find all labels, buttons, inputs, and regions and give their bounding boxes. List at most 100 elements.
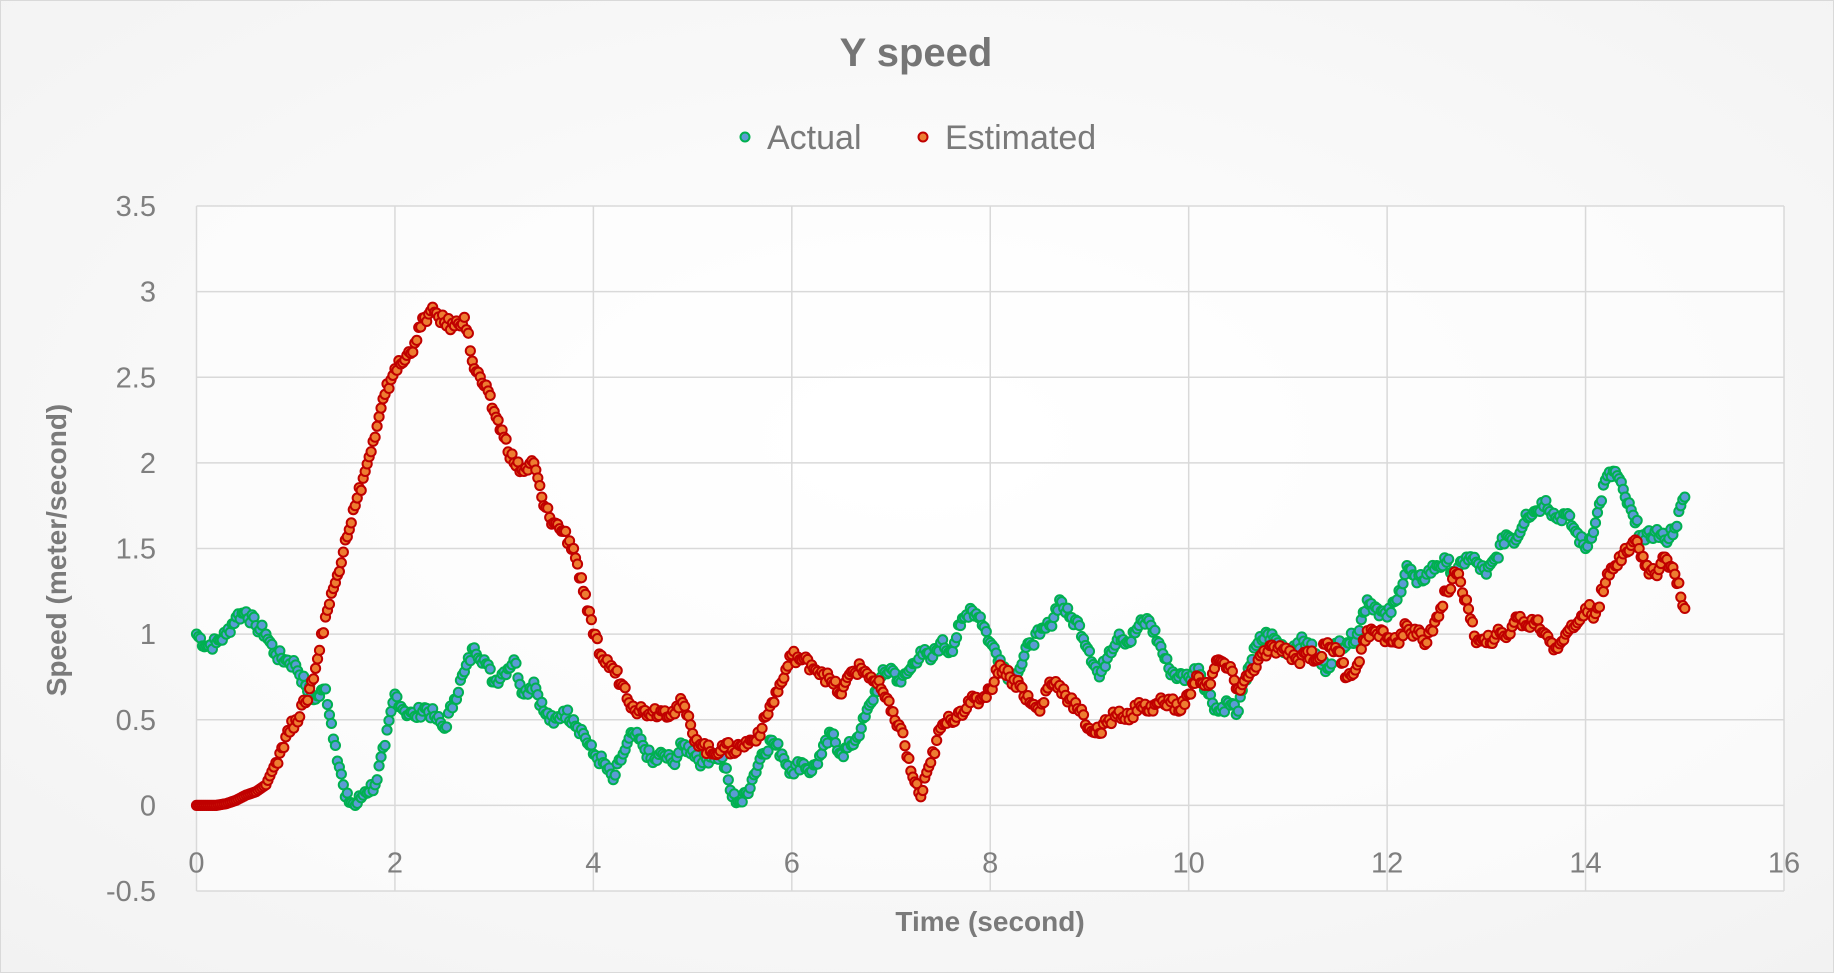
data-point-interp [1587,526,1600,539]
data-point-interp [1437,600,1449,612]
data-point [329,739,342,752]
data-point-interp [335,557,347,569]
data-point [1073,619,1086,632]
data-point-interp [571,558,584,570]
data-point-interp [294,711,306,723]
legend-item-estimated[interactable]: Estimated [917,119,1097,157]
data-point-interp [1185,688,1197,700]
data-point-interp [1631,514,1643,527]
data-point-interp [561,704,574,716]
x-axis-title: Time (second) [895,906,1084,937]
data-point-interp [266,638,278,650]
data-point-interp [1226,665,1238,677]
data-point-interp [1445,583,1457,595]
data-point-interp [768,696,780,708]
data-point-interp [1591,507,1604,519]
data-point-interp [510,657,522,669]
data-point-interp [321,698,334,711]
data-point-interp [579,588,592,600]
data-point-interp [1427,625,1439,637]
data-point-interp [313,644,326,656]
data-point-interp [536,696,548,708]
y-tick-label: 0 [140,790,156,822]
data-point [567,542,580,555]
legend-item-actual[interactable]: Actual [739,119,862,157]
x-tick-label: 6 [784,847,800,879]
legend-label-actual: Actual [767,119,862,157]
data-point-interp [256,619,268,631]
data-point [369,431,381,443]
data-point-interp [1095,727,1107,739]
data-point [1232,705,1244,717]
data-point-interp [365,446,377,458]
data-point-interp [1492,552,1504,564]
data-point [756,722,768,734]
data-point-interp [1294,657,1306,670]
data-point-interp [559,525,572,537]
data-point-interp [302,694,314,706]
y-tick-label: 3 [140,277,156,309]
data-point [736,796,748,808]
y-tick-label: 0.5 [116,705,156,737]
data-point-interp [897,727,909,739]
data-point-interp [345,517,357,529]
data-point-interp [591,633,603,645]
data-point-interp [929,747,941,760]
x-tick-label: 8 [982,847,998,879]
data-point [309,662,322,674]
y-tick-label: -0.5 [106,876,156,908]
data-point-interp [337,546,349,558]
data-point-interp [1306,645,1318,657]
data-point-interp [1316,650,1328,663]
data-point-interp [1038,696,1050,709]
data-point-interp [585,739,597,751]
data-point [458,311,470,323]
data-point-interp [1597,586,1610,598]
data-point-interp [333,565,345,578]
data-point-interp [837,751,850,763]
data-point-interp [325,717,338,730]
data-point [1083,645,1096,657]
chart-title: Y speed [840,31,993,75]
y-tick-label: 1.5 [116,534,156,566]
data-point [925,756,937,769]
data-point-interp [722,774,734,786]
legend-marker-actual [739,131,751,143]
data-point [1679,491,1691,503]
data-point-interp [307,673,320,685]
data-point-interp [1062,602,1074,614]
data-point-interp [611,664,623,677]
plot-points [190,301,1691,811]
data-point-interp [534,479,546,492]
data-point-interp [883,695,895,707]
data-point-interp [317,627,330,639]
x-tick-label: 10 [1173,847,1205,879]
data-point-interp [609,769,621,781]
data-point-interp [335,768,347,780]
data-point-interp [619,682,631,694]
data-point-interp [391,691,403,703]
data-point-interp [1028,639,1040,651]
data-point [855,722,867,734]
y-tick-labels: -0.5 0 0.5 1 1.5 2 2.5 3 3.5 [106,191,156,908]
data-point [815,748,828,760]
data-point-interp [1671,520,1683,532]
data-point-interp [772,738,784,750]
data-point-interp [585,614,597,626]
data-point-interp [383,714,395,727]
data-point-interp [452,686,465,698]
data-point-interp [1595,495,1608,507]
data-point-interp [1564,510,1576,522]
data-point-interp [980,625,992,638]
data-point-interp [407,346,419,358]
y-tick-label: 2.5 [116,362,156,394]
data-point-interp [1466,616,1479,628]
y-tick-label: 2 [140,448,156,480]
data-point-interp [375,751,387,763]
data-point-interp [917,784,929,797]
data-point [1460,594,1473,606]
data-point-interp [762,745,774,757]
data-point-interp [1077,709,1090,721]
data-point-interp [371,420,383,432]
data-point-interp [355,484,367,496]
